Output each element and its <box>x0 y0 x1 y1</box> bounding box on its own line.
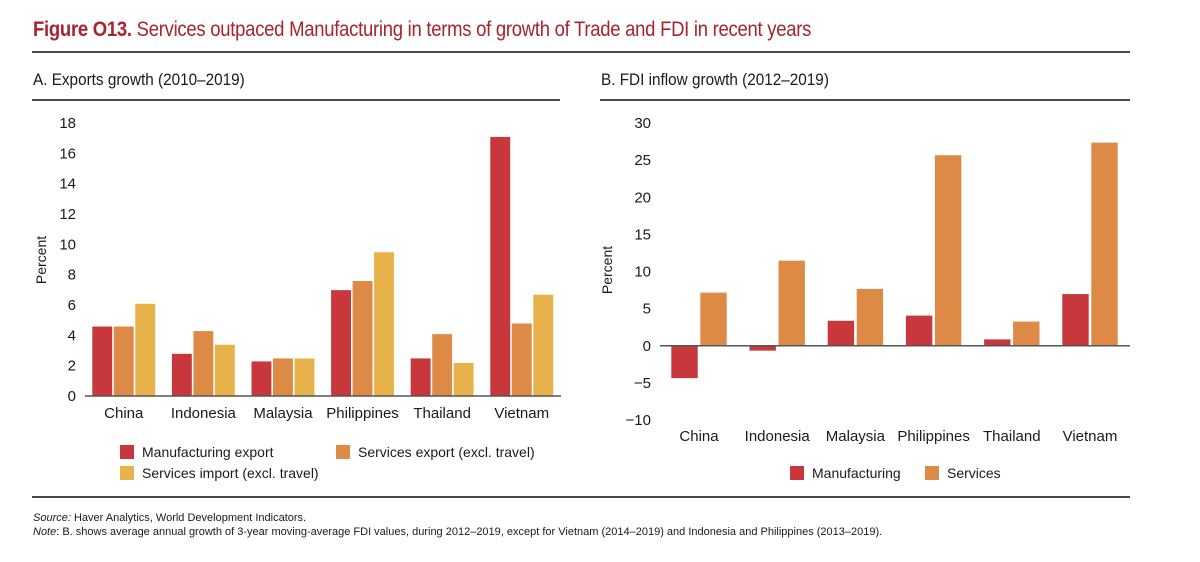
y-tick-label: 4 <box>68 327 76 344</box>
panel-b-rule <box>600 99 1130 101</box>
bar-china-services-import-excl-travel <box>134 303 156 397</box>
bar-malaysia-manufacturing-export <box>250 360 272 397</box>
y-tick-label: 2 <box>68 358 76 375</box>
note-label: Note <box>33 526 57 538</box>
legend-item-manufacturing-export: Manufacturing export <box>120 444 274 460</box>
y-tick-label: 6 <box>68 297 76 314</box>
y-tick-label: 5 <box>643 301 651 318</box>
bar-philippines-manufacturing-export <box>330 289 352 397</box>
bar-china-services-export-excl-travel <box>113 325 135 397</box>
y-tick-label: 15 <box>634 226 651 243</box>
x-category-label: Philippines <box>326 405 399 422</box>
x-category-label: Philippines <box>897 428 970 445</box>
bar-china-manufacturing <box>670 345 699 379</box>
legend-label: Manufacturing export <box>142 444 274 460</box>
bar-china-manufacturing-export <box>91 325 113 397</box>
legend-item-services-export: Services export (excl. travel) <box>336 444 535 460</box>
x-category-label: China <box>679 428 719 445</box>
title-rule <box>32 51 1130 53</box>
y-tick-label: 0 <box>643 338 651 355</box>
y-tick-label: 10 <box>634 264 651 281</box>
bar-vietnam-services-import-excl-travel <box>532 294 554 397</box>
bar-vietnam-manufacturing-export <box>489 136 511 397</box>
legend-label: Services import (excl. travel) <box>142 465 319 481</box>
bar-malaysia-services <box>856 288 884 347</box>
bar-vietnam-services <box>1090 142 1119 347</box>
y-axis-label: Percent <box>599 246 615 294</box>
legend-swatch <box>336 445 350 459</box>
x-category-label: Vietnam <box>494 405 549 422</box>
legend-label: Services export (excl. travel) <box>358 444 535 460</box>
legend-swatch <box>925 466 939 480</box>
legend-swatch <box>120 445 134 459</box>
y-tick-label: 0 <box>68 388 76 405</box>
bar-philippines-services <box>934 154 962 347</box>
source-note: Source: Haver Analytics, World Developme… <box>33 512 306 524</box>
bar-indonesia-services-export-excl-travel <box>192 330 214 397</box>
legend-item-manufacturing: Manufacturing <box>790 465 901 481</box>
y-tick-label: 18 <box>59 115 76 132</box>
y-tick-label: 8 <box>68 267 76 284</box>
bar-thailand-manufacturing <box>983 338 1012 347</box>
bar-indonesia-services <box>777 260 806 347</box>
y-tick-label: 16 <box>59 145 76 162</box>
bar-indonesia-manufacturing-export <box>171 353 193 397</box>
x-category-label: Thailand <box>983 428 1041 445</box>
y-tick-label: 10 <box>59 236 76 253</box>
x-category-label: Malaysia <box>826 428 886 445</box>
footer-rule <box>32 496 1130 498</box>
y-tick-label: −10 <box>626 412 651 429</box>
bar-thailand-services-export-excl-travel <box>431 333 453 397</box>
legend-swatch <box>120 466 134 480</box>
y-tick-label: 20 <box>634 189 651 206</box>
panel-a-rule <box>32 99 560 101</box>
x-category-label: Vietnam <box>1063 428 1118 445</box>
bar-china-services <box>699 291 728 347</box>
bar-thailand-manufacturing-export <box>410 357 432 397</box>
bar-philippines-services-export-excl-travel <box>351 280 374 397</box>
bar-thailand-services <box>1012 320 1041 347</box>
bar-philippines-manufacturing <box>905 315 933 347</box>
panel-a-title: A. Exports growth (2010–2019) <box>33 70 245 89</box>
y-tick-label: 25 <box>634 152 651 169</box>
y-tick-label: −5 <box>634 375 651 392</box>
figure-number: Figure O13. <box>33 18 132 41</box>
note: Note: B. shows average annual growth of … <box>33 526 882 538</box>
x-category-label: Malaysia <box>253 405 313 422</box>
bar-malaysia-manufacturing <box>827 320 855 347</box>
legend-label: Manufacturing <box>812 465 901 481</box>
figure-caption: Services outpaced Manufacturing in terms… <box>136 18 812 41</box>
y-tick-label: 12 <box>59 206 76 223</box>
chart-exports-growth: 0 2 4 6 8 10 12 14 16 18 Percent China Indonesia Mala… <box>33 115 561 422</box>
y-tick-label: 14 <box>59 176 76 193</box>
panel-b-title: B. FDI inflow growth (2012–2019) <box>601 70 829 89</box>
y-tick-label: 30 <box>634 115 651 132</box>
bar-thailand-services-import-excl-travel <box>453 362 475 397</box>
x-category-label: Indonesia <box>171 405 237 422</box>
chart-fdi-growth: −10 −5 0 5 10 15 20 25 30 Percent China Indonesia Ma… <box>599 115 1130 445</box>
y-axis-label: Percent <box>33 236 49 284</box>
legend-item-services: Services <box>925 465 1001 481</box>
legend-swatch <box>790 466 804 480</box>
bar-vietnam-manufacturing <box>1061 293 1090 347</box>
bar-vietnam-services-export-excl-travel <box>511 322 533 397</box>
bar-indonesia-manufacturing <box>748 345 777 352</box>
bar-malaysia-services-import-excl-travel <box>293 357 316 397</box>
legend-item-services-import: Services import (excl. travel) <box>120 465 319 481</box>
bar-indonesia-services-import-excl-travel <box>214 344 236 397</box>
bar-philippines-services-import-excl-travel <box>373 251 395 397</box>
note-text: : B. shows average annual growth of 3-ye… <box>56 526 883 538</box>
source-text: Haver Analytics, World Development Indic… <box>70 512 307 524</box>
source-label: Source: <box>33 512 71 524</box>
legend-label: Services <box>947 465 1001 481</box>
bar-malaysia-services-export-excl-travel <box>272 357 294 397</box>
figure-title: Figure O13. Services outpaced Manufactur… <box>33 18 811 42</box>
x-category-label: Thailand <box>413 405 471 422</box>
x-category-label: Indonesia <box>745 428 811 445</box>
x-category-label: China <box>104 405 144 422</box>
